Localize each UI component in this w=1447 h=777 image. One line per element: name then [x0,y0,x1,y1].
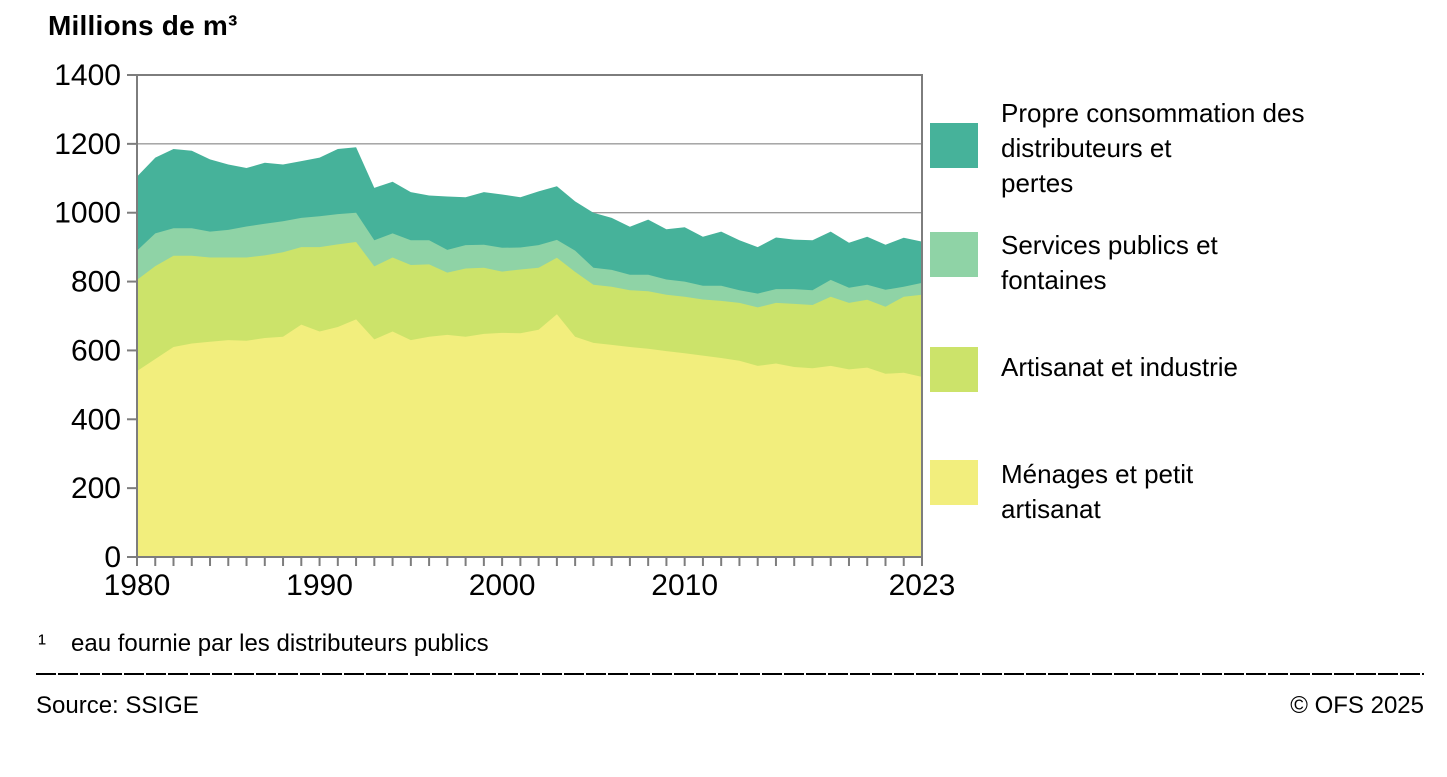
legend-item-pertes: Propre consommation des distributeurs et p… [930,96,1430,201]
copyright-label: © OFS 2025 [1290,692,1424,719]
y-tick-label-800: 800 [71,266,121,299]
legend-label-pertes: Propre consommation des distributeurs et p… [1001,98,1305,198]
y-tick-label-1000: 1000 [54,197,121,230]
legend-swatch-pertes [930,123,978,168]
legend-label-artisanat: Artisanat et industrie [1001,352,1239,382]
area-menages [137,314,922,557]
y-tick-label-400: 400 [71,403,121,436]
y-tick-label-1200: 1200 [54,128,121,161]
legend-swatch-services [930,232,978,277]
x-tick-label-1980: 1980 [104,569,171,602]
legend-swatch-artisanat [930,347,978,392]
x-tick-label-2010: 2010 [651,569,718,602]
y-tick-label-200: 200 [71,472,121,505]
x-tick-label-2000: 2000 [469,569,536,602]
footnote-text: eau fournie par les distributeurs public… [71,630,489,657]
legend-item-services: Services publics et fontaines [930,228,1430,298]
x-tick-label-1990: 1990 [286,569,353,602]
legend-label-services: Services publics et fontaines [1001,230,1218,295]
legend-swatch-menages [930,460,978,505]
plot-border [136,74,923,558]
y-tick-label-0: 0 [104,541,121,574]
legend-label-menages: Ménages et petit artisanat [1001,459,1194,524]
source-label: Source: SSIGE [36,692,199,719]
x-tick-label-2023: 2023 [889,569,956,602]
footnote-marker: ¹ [38,630,46,657]
y-tick-label-1400: 1400 [54,59,121,92]
y-tick-label-600: 600 [71,334,121,367]
legend-item-artisanat: Artisanat et industrie [930,347,1430,392]
separator-line [36,673,1424,675]
chart-title: Millions de m³ [48,10,238,41]
footnote: ¹ eau fournie par les distributeurs publ… [38,630,489,658]
legend-item-menages: Ménages et petit artisanat [930,457,1430,527]
